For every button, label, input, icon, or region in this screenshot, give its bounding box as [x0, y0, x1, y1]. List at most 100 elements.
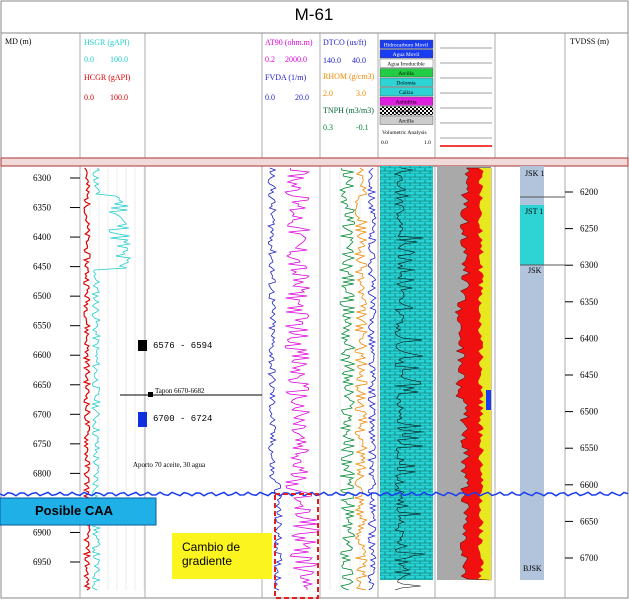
- log-curve: [284, 167, 320, 590]
- dtco-max: 40.0: [352, 56, 366, 65]
- volumetric-area: [478, 168, 491, 580]
- plug: [148, 392, 153, 397]
- dtco-label: DTCO (us/ft): [323, 38, 367, 47]
- curves: [82, 166, 492, 591]
- tvdss-tick-label: 6300: [580, 260, 599, 270]
- dtco-min: 140.0: [323, 56, 341, 65]
- at90-max: 2000.0: [285, 55, 307, 64]
- legend-label: Arcilla: [398, 119, 414, 125]
- highlight-box: [274, 493, 319, 599]
- legend-swatch: [379, 96, 434, 106]
- header-separator: [0, 157, 629, 167]
- tvdss-tick-label: 6500: [580, 407, 599, 417]
- tvdss-tick-label: 6550: [580, 443, 599, 453]
- top-label: JST 1: [525, 207, 543, 216]
- md-tick-label: 6550: [33, 321, 52, 331]
- legend-label: Arena Bulat: [393, 109, 420, 115]
- annotation: 6576 - 6594: [153, 341, 212, 351]
- title: M-61: [295, 5, 334, 24]
- caa-box: [0, 497, 157, 526]
- rhom-max: 3.0: [356, 89, 366, 98]
- top-label: BJSK: [523, 564, 542, 573]
- perforation: [138, 412, 147, 427]
- hsgr-max: 100.0: [110, 55, 128, 64]
- gradient-box: [172, 533, 272, 579]
- lith-legend: Hidrocarburo Movil Agua Movil Agua Irreduc…: [379, 39, 434, 146]
- md-tick-label: 6400: [33, 232, 52, 242]
- tvdss-tick-label: 6600: [580, 480, 599, 490]
- legend-label: Caliza: [399, 90, 414, 96]
- log-curve: [338, 168, 356, 591]
- legend-label: Dolomia: [396, 81, 416, 87]
- log-curve: [393, 167, 425, 591]
- perforation: [138, 340, 147, 351]
- hsgr-label: HSGR (gAPI): [84, 38, 130, 47]
- tvdss-tick-label: 6400: [580, 333, 599, 343]
- hcgr-min: 0.0: [84, 93, 94, 102]
- top-label: JSK: [528, 266, 542, 275]
- md-tick-label: 6800: [33, 468, 52, 478]
- tvdss-tick-label: 6650: [580, 516, 599, 526]
- gradient-label: Cambio de gradiente: [182, 540, 240, 568]
- tnph-max: -0.1: [356, 123, 369, 132]
- log-curve: [367, 167, 377, 591]
- md-tick-label: 6350: [33, 203, 52, 213]
- hcgr-max: 100.0: [110, 93, 128, 102]
- tvdss-tick-label: 6700: [580, 553, 599, 563]
- tvdss-tick-label: 6350: [580, 297, 599, 307]
- legend-swatch: [379, 68, 434, 78]
- md-tick-label: 6300: [33, 173, 52, 183]
- contact-line: [0, 491, 629, 497]
- tvdss-label: TVDSS (m): [570, 37, 609, 46]
- legend-label: Hidrocarburo Movil: [384, 43, 429, 49]
- tnph-min: 0.3: [323, 123, 333, 132]
- legend-swatch: [379, 87, 434, 97]
- fvda-max: 20.0: [295, 93, 309, 102]
- top-label: JSK 1: [525, 169, 544, 178]
- hcgr-label: HCGR (gAPI): [84, 73, 131, 82]
- log-curve: [353, 167, 369, 591]
- log-curve: [267, 167, 284, 591]
- md-tick-label: 6900: [33, 527, 52, 537]
- md-tick-label: 6750: [33, 439, 52, 449]
- flag-legend: [440, 47, 492, 147]
- tvdss-tick-label: 6200: [580, 187, 599, 197]
- lithology-fill: [380, 166, 433, 580]
- tvdss-tick-label: 6250: [580, 224, 599, 234]
- depth-ticks: 6300 6350 6400 6450 6500 6550 6600 6650 6700 6750…: [33, 173, 599, 567]
- legend-label: Agua Movil: [393, 52, 420, 58]
- hsgr-min: 0.0: [84, 55, 94, 64]
- legend-max: 1.0: [424, 140, 431, 146]
- legend-label: Anhidrita: [395, 100, 417, 106]
- zone-fill-jst: [520, 205, 544, 265]
- legend-swatch: [379, 77, 434, 87]
- caa-label: Posible CAA: [35, 503, 114, 518]
- md-tick-label: 6600: [33, 350, 52, 360]
- md-label: MD (m): [5, 37, 32, 46]
- md-tick-label: 6500: [33, 291, 52, 301]
- volumetric-area: [486, 390, 491, 410]
- md-tick-label: 6950: [33, 557, 52, 567]
- legend-swatch: [379, 106, 434, 116]
- md-tick-label: 6450: [33, 262, 52, 272]
- legend-min: 0.0: [381, 140, 388, 146]
- tvdss-tick-label: 6450: [580, 370, 599, 380]
- legend-title: Volumetric Analysis: [382, 130, 427, 136]
- legend-label: Agua Irreducible: [387, 62, 425, 68]
- legend-swatch: [379, 58, 434, 68]
- legend-swatch: [379, 49, 434, 59]
- annotation: Tapon 6670-6682: [155, 387, 205, 395]
- fvda-min: 0.0: [265, 93, 275, 102]
- annotation: 6700 - 6724: [153, 414, 212, 424]
- fvda-label: FVDA (1/m): [265, 73, 306, 82]
- rhom-label: RHOM (g/cm3): [323, 72, 375, 81]
- at90-min: 0.2: [265, 55, 275, 64]
- rhom-min: 2.0: [323, 89, 333, 98]
- at90-label: AT90 (ohm.m): [265, 38, 313, 47]
- md-tick-label: 6700: [33, 409, 52, 419]
- legend-label: Arcilla: [398, 71, 414, 77]
- tnph-label: TNPH (m3/m3): [323, 106, 374, 115]
- legend-swatch: [379, 39, 434, 49]
- md-tick-label: 6650: [33, 380, 52, 390]
